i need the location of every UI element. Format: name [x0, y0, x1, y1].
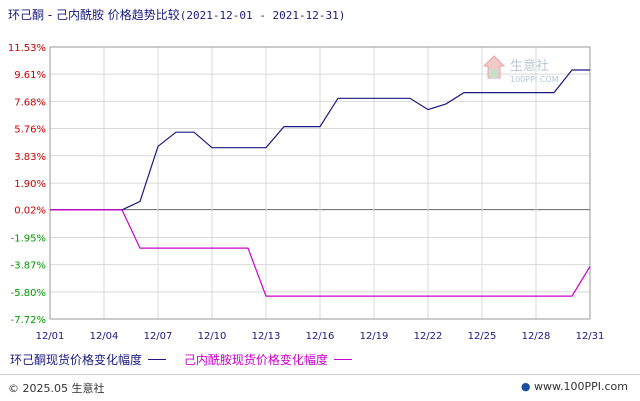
footer-site-text: www.100PPI.com: [534, 380, 628, 393]
footer-copyright: © 2025.05 生意社: [8, 382, 105, 395]
y-tick-label: -1.95%: [11, 233, 46, 244]
x-tick-label: 12/01: [36, 331, 65, 342]
chart-title-text: 环己酮 - 己内酰胺 价格趋势比较: [8, 8, 180, 22]
x-tick-label: 12/07: [144, 331, 173, 342]
y-tick-label: 9.61%: [14, 70, 46, 81]
x-tick-label: 12/04: [90, 331, 119, 342]
y-tick-label: 3.83%: [14, 152, 46, 163]
watermark: 生意社 100PPI.COM: [482, 55, 559, 84]
plot-frame: [49, 46, 591, 320]
x-tick-label: 12/19: [360, 331, 389, 342]
watermark-logo-base: [490, 69, 498, 78]
x-tick-label: 12/22: [414, 331, 443, 342]
x-tick-labels: 12/01 12/04 12/07 12/10 12/13 12/16 12/19 12/22…: [36, 331, 605, 342]
series-line-2: [50, 209, 591, 297]
legend-swatch-series2: [333, 359, 352, 360]
legend-item-series2: 己内酰胺现货价格变化幅度: [183, 352, 352, 367]
series-line-1: [50, 69, 590, 211]
y-tick-label: -5.80%: [11, 288, 46, 299]
price-trend-chart: 生意社 100PPI.COM 11.53% 9.61% 7.68% 5.76% 3.83…: [8, 43, 605, 342]
legend-label-series2: 己内酰胺现货价格变化幅度: [183, 353, 328, 367]
x-tick-label: 12/13: [252, 331, 281, 342]
x-tick-label: 12/28: [522, 331, 551, 342]
footer: © 2025.05 生意社 ● www.100PPI.com: [0, 374, 640, 401]
grid-lines: [49, 46, 591, 320]
chart-title: 环己酮 - 己内酰胺 价格趋势比较(2021-12-01 - 2021-12-3…: [8, 6, 345, 23]
legend-label-series1: 环己酮现货价格变化幅度: [10, 353, 143, 367]
y-tick-label: 11.53%: [8, 43, 46, 54]
chart-date-range: (2021-12-01 - 2021-12-31): [179, 9, 346, 22]
legend-item-series1: 环己酮现货价格变化幅度: [10, 352, 167, 367]
watermark-logo-icon: [482, 55, 506, 79]
y-tick-labels: 11.53% 9.61% 7.68% 5.76% 3.83% 1.90% 0.02% -1.9…: [8, 43, 46, 326]
x-tick-label: 12/31: [576, 331, 605, 342]
y-tick-label: -7.72%: [11, 315, 46, 326]
y-tick-label: 0.02%: [14, 206, 46, 217]
y-tick-label: 5.76%: [14, 125, 46, 136]
legend-swatch-series1: [148, 359, 167, 360]
chart-legend: 环己酮现货价格变化幅度 己内酰胺现货价格变化幅度: [10, 351, 352, 368]
y-tick-label: 7.68%: [14, 97, 46, 108]
watermark-url: 100PPI.COM: [510, 75, 559, 84]
y-tick-label: -3.87%: [11, 261, 46, 272]
y-tick-label: 1.90%: [14, 179, 46, 190]
site-logo-icon: ●: [520, 380, 531, 393]
footer-site-link[interactable]: ● www.100PPI.com: [521, 380, 628, 393]
series-lines: [50, 69, 591, 297]
watermark-text: 生意社: [510, 58, 549, 74]
axes: [49, 46, 591, 320]
x-tick-label: 12/16: [306, 331, 335, 342]
x-tick-label: 12/25: [468, 331, 497, 342]
x-tick-label: 12/10: [198, 331, 227, 342]
